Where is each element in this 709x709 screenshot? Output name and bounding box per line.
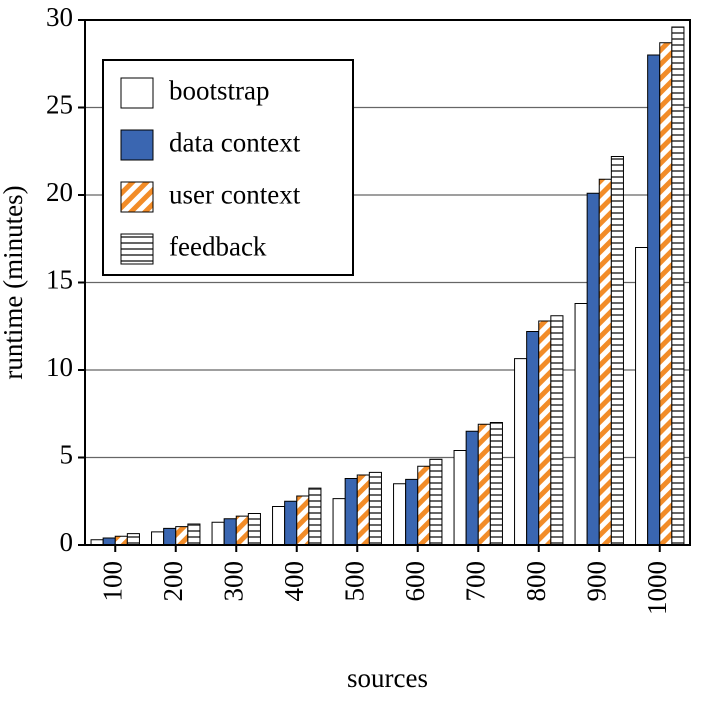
bar-data_context	[164, 528, 176, 545]
bar-feedback	[430, 459, 442, 545]
xtick-label: 200	[158, 561, 188, 602]
bar-user_context	[478, 424, 490, 545]
bar-bootstrap	[636, 248, 648, 546]
bar-feedback	[309, 488, 321, 545]
legend: bootstrap data context user context feedbac…	[103, 60, 353, 275]
xtick-label: 600	[400, 561, 430, 602]
bar-feedback	[490, 423, 502, 546]
bar-data_context	[285, 501, 297, 545]
xtick-label: 500	[339, 561, 369, 602]
bar-feedback	[369, 472, 381, 545]
bar-bootstrap	[575, 304, 587, 546]
bar-bootstrap	[454, 451, 466, 546]
legend-label: data context	[169, 128, 301, 158]
legend-swatch	[121, 182, 153, 212]
bar-user_context	[357, 475, 369, 545]
bar-user_context	[115, 536, 127, 545]
bar-data_context	[224, 519, 236, 545]
ytick-label: 10	[46, 352, 73, 382]
bar-data_context	[648, 55, 660, 545]
y-axis-label: runtime (minutes)	[0, 185, 28, 379]
xtick-label: 400	[279, 561, 309, 602]
chart-svg: 0 5 10 15 20 25 30 100 200 300 400 500 600 700 800 900 1…	[0, 0, 709, 709]
legend-label: feedback	[169, 232, 267, 262]
xtick-label: 1000	[642, 561, 672, 615]
ytick-label: 5	[60, 440, 74, 470]
ytick-label: 0	[60, 527, 74, 557]
bar-feedback	[188, 524, 200, 545]
ytick-label: 30	[46, 2, 73, 32]
legend-label: bootstrap	[169, 76, 270, 106]
bar-feedback	[127, 534, 139, 545]
xtick-label: 700	[460, 561, 490, 602]
bar-bootstrap	[515, 359, 527, 545]
bar-user_context	[297, 496, 309, 545]
ytick-label: 15	[46, 265, 73, 295]
bar-data_context	[527, 332, 539, 546]
bar-feedback	[551, 316, 563, 545]
bar-bootstrap	[212, 522, 224, 545]
xtick-label: 900	[581, 561, 611, 602]
bar-data_context	[103, 538, 115, 545]
bar-user_context	[599, 179, 611, 545]
bar-user_context	[176, 527, 188, 545]
bar-user_context	[660, 43, 672, 545]
bar-bootstrap	[152, 532, 164, 545]
ytick-label: 25	[46, 90, 73, 120]
legend-swatch	[121, 234, 153, 264]
legend-swatch	[121, 130, 153, 160]
bar-data_context	[587, 193, 599, 545]
bar-feedback	[672, 27, 684, 545]
bar-data_context	[345, 479, 357, 546]
xtick-label: 800	[521, 561, 551, 602]
bar-data_context	[466, 431, 478, 545]
bar-bootstrap	[273, 507, 285, 546]
bar-user_context	[236, 516, 248, 545]
bar-feedback	[611, 157, 623, 546]
bar-feedback	[248, 514, 260, 546]
bar-bootstrap	[333, 499, 345, 545]
xtick-label: 100	[97, 561, 127, 602]
legend-label: user context	[169, 180, 301, 210]
xtick-label: 300	[218, 561, 248, 602]
x-axis-label: sources	[347, 663, 428, 693]
bar-data_context	[406, 479, 418, 545]
runtime-chart: 0 5 10 15 20 25 30 100 200 300 400 500 600 700 800 900 1…	[0, 0, 709, 709]
bar-user_context	[539, 321, 551, 545]
bar-user_context	[418, 466, 430, 545]
legend-swatch	[121, 78, 153, 108]
ytick-label: 20	[46, 177, 73, 207]
bar-bootstrap	[394, 484, 406, 545]
